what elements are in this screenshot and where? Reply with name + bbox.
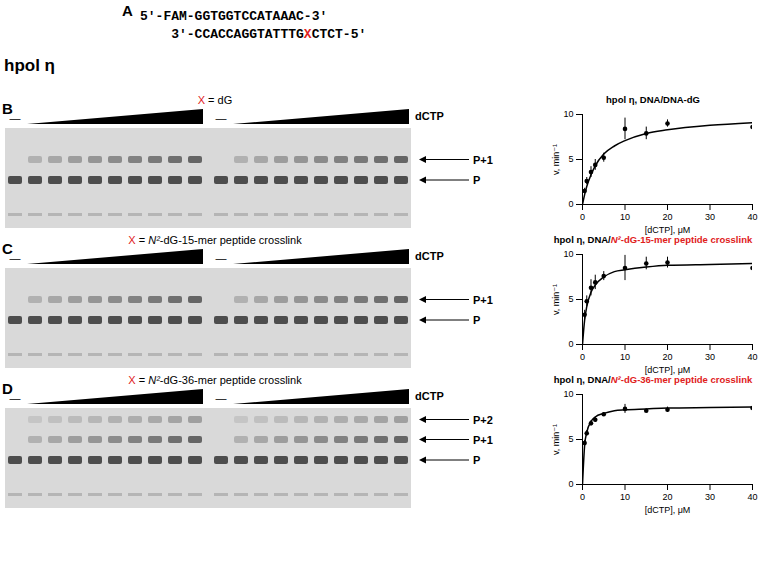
html-text:hpol η, DNA/ N² -dG-36-mer pep: hpol η, DNA/ N² -dG-36-mer peptide cross… xyxy=(553,374,753,385)
svg-text:P+2: P+2 xyxy=(473,414,493,426)
svg-text:5: 5 xyxy=(568,294,573,304)
svg-text:[dCTP], μM: [dCTP], μM xyxy=(645,225,691,235)
html-text:hpol η, DNA/DNA-dG: hpol η, DNA/DNA-dG xyxy=(606,94,700,105)
svg-text:[dCTP], μM: [dCTP], μM xyxy=(645,365,691,375)
svg-text:X = N²-dG-36-mer peptide cross: X = N²-dG-36-mer peptide crosslink xyxy=(128,374,302,386)
svg-text:dCTP: dCTP xyxy=(415,390,444,402)
svg-text:—: — xyxy=(10,252,21,264)
svg-text:P+1: P+1 xyxy=(473,294,493,306)
svg-text:0: 0 xyxy=(580,492,585,502)
svg-text:5: 5 xyxy=(568,434,573,444)
svg-text:10: 10 xyxy=(620,492,630,502)
svg-text:P: P xyxy=(473,174,480,186)
svg-text:P+1: P+1 xyxy=(473,434,493,446)
svg-text:0: 0 xyxy=(580,352,585,362)
svg-text:—: — xyxy=(216,112,227,124)
svg-text:0: 0 xyxy=(568,199,573,209)
svg-text:10: 10 xyxy=(620,212,630,222)
svg-text:20: 20 xyxy=(662,492,672,502)
svg-text:X = N²-dG-15-mer peptide cross: X = N²-dG-15-mer peptide crosslink xyxy=(128,234,302,246)
svg-text:30: 30 xyxy=(705,492,715,502)
svg-text:40: 40 xyxy=(747,212,757,222)
svg-text:40: 40 xyxy=(747,352,757,362)
svg-text:v, min⁻¹: v, min⁻¹ xyxy=(551,424,561,455)
svg-text:0: 0 xyxy=(568,479,573,489)
svg-text:10: 10 xyxy=(563,109,573,119)
svg-text:v, min⁻¹: v, min⁻¹ xyxy=(551,144,561,175)
html-text:hpol η, DNA/ N² -dG-15-mer pep: hpol η, DNA/ N² -dG-15-mer peptide cross… xyxy=(553,234,753,245)
svg-text:v, min⁻¹: v, min⁻¹ xyxy=(551,284,561,315)
svg-text:—: — xyxy=(10,112,21,124)
svg-text:D: D xyxy=(2,380,13,397)
svg-text:30: 30 xyxy=(705,212,715,222)
svg-text:B: B xyxy=(2,100,13,117)
svg-text:dCTP: dCTP xyxy=(415,110,444,122)
svg-text:40: 40 xyxy=(747,492,757,502)
svg-text:P+1: P+1 xyxy=(473,154,493,166)
svg-text:10: 10 xyxy=(620,352,630,362)
svg-text:A: A xyxy=(122,2,133,19)
svg-text:P: P xyxy=(473,454,480,466)
svg-text:10: 10 xyxy=(563,389,573,399)
svg-text:—: — xyxy=(10,392,21,404)
svg-text:5′-FAM-GGTGGTCCATAAAC-3′: 5′-FAM-GGTGGTCCATAAAC-3′ xyxy=(140,9,327,24)
svg-text:0: 0 xyxy=(580,212,585,222)
svg-text:C: C xyxy=(2,240,13,257)
svg-text:3′-CCACCAGGTATTTGXCTCT-5′: 3′-CCACCAGGTATTTGXCTCT-5′ xyxy=(171,27,366,42)
svg-text:0: 0 xyxy=(568,339,573,349)
svg-text:—: — xyxy=(216,252,227,264)
svg-text:10: 10 xyxy=(563,249,573,259)
html-text:hpol η: hpol η xyxy=(4,56,55,75)
svg-text:P: P xyxy=(473,314,480,326)
svg-text:20: 20 xyxy=(662,212,672,222)
svg-text:dCTP: dCTP xyxy=(415,250,444,262)
svg-text:[dCTP], μM: [dCTP], μM xyxy=(645,505,691,515)
svg-text:5: 5 xyxy=(568,154,573,164)
svg-text:X = dG: X = dG xyxy=(198,94,233,106)
svg-text:—: — xyxy=(216,392,227,404)
svg-text:30: 30 xyxy=(705,352,715,362)
svg-text:20: 20 xyxy=(662,352,672,362)
